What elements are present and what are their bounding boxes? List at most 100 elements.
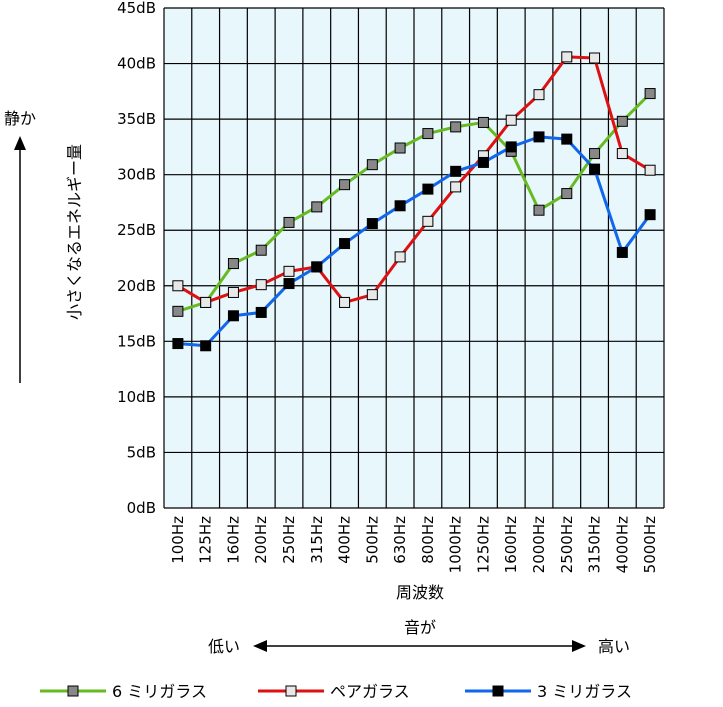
legend-item: 3 ミリガラス bbox=[465, 682, 632, 701]
data-point bbox=[644, 164, 656, 176]
data-point bbox=[172, 280, 184, 292]
data-point bbox=[227, 310, 239, 322]
data-point bbox=[616, 246, 628, 258]
x-tick-label: 315Hz bbox=[308, 516, 326, 564]
data-point bbox=[172, 338, 184, 350]
data-point bbox=[339, 179, 351, 191]
series-1 bbox=[172, 88, 656, 317]
x-direction-arrowhead-right bbox=[572, 640, 586, 652]
legend-label: 6 ミリガラス bbox=[112, 682, 207, 701]
y-tick-label: 25dB bbox=[117, 221, 156, 239]
x-direction-caption: 音が bbox=[404, 618, 436, 637]
data-point bbox=[644, 209, 656, 221]
data-point bbox=[366, 159, 378, 171]
data-point bbox=[255, 244, 267, 256]
x-tick-label: 1250Hz bbox=[474, 516, 492, 573]
data-point bbox=[283, 278, 295, 290]
data-point bbox=[283, 265, 295, 277]
y-tick-label: 30dB bbox=[117, 166, 156, 184]
data-point bbox=[477, 156, 489, 168]
y-tick-label: 20dB bbox=[117, 277, 156, 295]
series-layer bbox=[172, 51, 656, 352]
x-tick-label: 2500Hz bbox=[558, 516, 576, 573]
grid bbox=[163, 7, 665, 509]
y-tick-label: 0dB bbox=[127, 499, 156, 517]
data-point bbox=[394, 251, 406, 263]
data-point bbox=[255, 279, 267, 291]
data-point bbox=[561, 133, 573, 145]
data-point bbox=[616, 115, 628, 127]
data-point bbox=[450, 181, 462, 193]
data-point bbox=[200, 296, 212, 308]
data-point bbox=[366, 218, 378, 230]
x-direction-left-label: 低い bbox=[208, 637, 240, 656]
legend-label: 3 ミリガラス bbox=[537, 682, 632, 701]
x-tick-label: 5000Hz bbox=[641, 516, 659, 573]
x-tick-label: 1600Hz bbox=[502, 516, 520, 573]
data-point bbox=[589, 52, 601, 64]
x-axis-ticks: 100Hz 125Hz 160Hz 200Hz 250Hz 315Hz 400Hz 500Hz… bbox=[169, 516, 659, 573]
data-point bbox=[227, 286, 239, 298]
data-point bbox=[533, 131, 545, 143]
legend: 6 ミリガラス ペアガラス 3 ミリガラス bbox=[40, 682, 632, 701]
legend-marker bbox=[67, 685, 79, 697]
x-direction-right-label: 高い bbox=[598, 637, 630, 656]
data-point bbox=[589, 163, 601, 175]
y-tick-label: 10dB bbox=[117, 388, 156, 406]
data-point bbox=[561, 51, 573, 63]
data-point bbox=[477, 116, 489, 128]
y-tick-label: 40dB bbox=[117, 55, 156, 73]
data-point bbox=[283, 216, 295, 228]
x-tick-label: 125Hz bbox=[197, 516, 215, 564]
x-direction-arrowhead-left bbox=[253, 640, 267, 652]
x-tick-label: 4000Hz bbox=[613, 516, 631, 573]
data-point bbox=[644, 88, 656, 100]
data-point bbox=[505, 141, 517, 153]
series-3 bbox=[172, 131, 656, 352]
data-point bbox=[311, 201, 323, 213]
x-tick-label: 630Hz bbox=[391, 516, 409, 564]
data-point bbox=[422, 183, 434, 195]
data-point bbox=[505, 114, 517, 126]
data-point bbox=[533, 89, 545, 101]
data-point bbox=[589, 148, 601, 160]
y-axis-ticks: 0dB 5dB 10dB 15dB 20dB 25dB 30dB 35dB 40dB 45dB bbox=[117, 0, 156, 517]
x-tick-label: 3150Hz bbox=[586, 516, 604, 573]
data-point bbox=[450, 121, 462, 133]
y-direction-arrowhead bbox=[14, 136, 26, 150]
x-tick-label: 160Hz bbox=[224, 516, 242, 564]
y-tick-label: 45dB bbox=[117, 0, 156, 17]
data-point bbox=[394, 142, 406, 154]
data-point bbox=[200, 340, 212, 352]
y-tick-label: 15dB bbox=[117, 332, 156, 350]
legend-item: ペアガラス bbox=[258, 682, 410, 701]
x-tick-label: 250Hz bbox=[280, 516, 298, 564]
x-tick-label: 200Hz bbox=[252, 516, 270, 564]
x-axis-label: 周波数 bbox=[396, 583, 444, 602]
data-point bbox=[450, 165, 462, 177]
data-point bbox=[172, 305, 184, 317]
data-point bbox=[616, 148, 628, 160]
legend-item: 6 ミリガラス bbox=[40, 682, 207, 701]
data-point bbox=[227, 258, 239, 270]
legend-label: ペアガラス bbox=[330, 682, 410, 701]
y-axis-label: 小さくなるエネルギー量 bbox=[65, 144, 84, 320]
y-side-label: 静か bbox=[4, 109, 36, 128]
x-tick-label: 500Hz bbox=[363, 516, 381, 564]
x-tick-label: 800Hz bbox=[419, 516, 437, 564]
data-point bbox=[394, 200, 406, 212]
x-tick-label: 2000Hz bbox=[530, 516, 548, 573]
x-tick-label: 100Hz bbox=[169, 516, 187, 564]
data-point bbox=[311, 261, 323, 273]
data-point bbox=[339, 238, 351, 250]
data-point bbox=[533, 204, 545, 216]
legend-marker bbox=[492, 685, 504, 697]
y-tick-label: 5dB bbox=[127, 443, 156, 461]
data-point bbox=[366, 289, 378, 301]
x-tick-label: 1000Hz bbox=[447, 516, 465, 573]
legend-marker bbox=[285, 685, 297, 697]
data-point bbox=[422, 215, 434, 227]
x-tick-label: 400Hz bbox=[336, 516, 354, 564]
y-tick-label: 35dB bbox=[117, 110, 156, 128]
